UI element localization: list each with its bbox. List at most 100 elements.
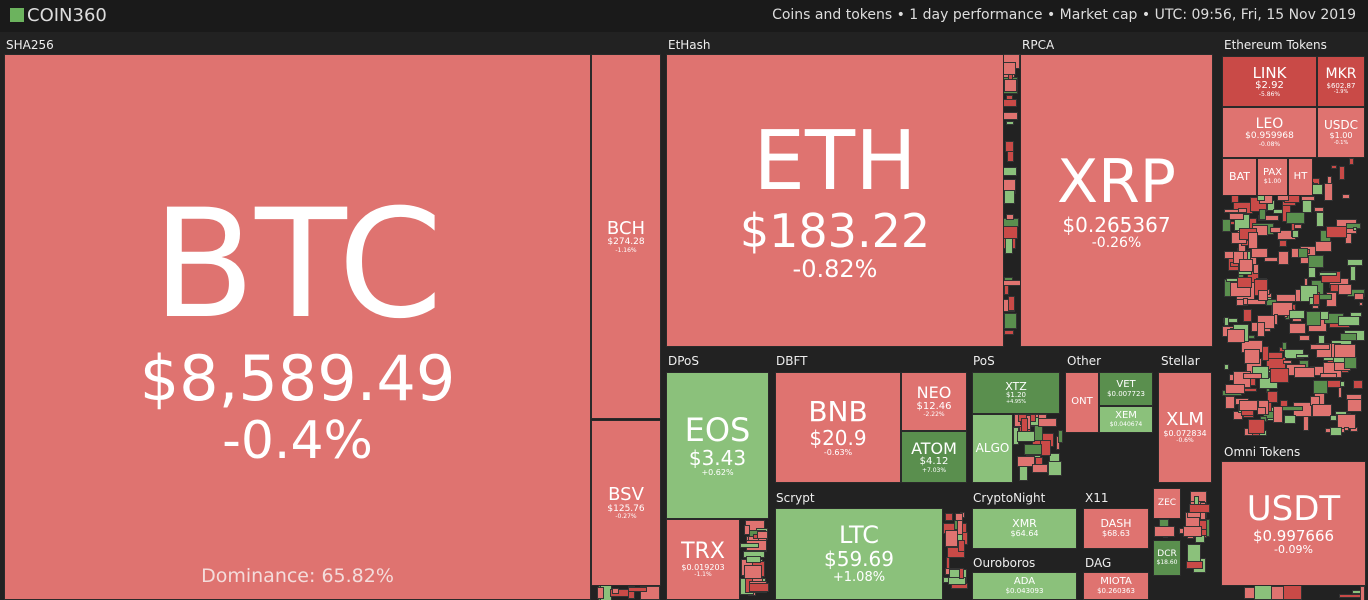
small-tile[interactable]: [1337, 283, 1352, 296]
coin-tile[interactable]: LEO $0.959968 -0.08%: [1222, 107, 1317, 158]
small-tile[interactable]: [749, 583, 769, 593]
small-tile[interactable]: [1188, 503, 1211, 514]
coin-tile[interactable]: VET $0.007723: [1099, 372, 1153, 406]
small-tile[interactable]: [1360, 585, 1365, 600]
small-tile[interactable]: [1282, 584, 1302, 600]
small-tile[interactable]: [744, 524, 750, 536]
small-tile[interactable]: [1261, 345, 1270, 362]
small-tile[interactable]: [1257, 406, 1266, 415]
small-tile[interactable]: [1187, 543, 1201, 562]
small-tile[interactable]: [1264, 257, 1279, 262]
small-tile[interactable]: [1037, 417, 1058, 427]
coin-tile[interactable]: PAX $1.00: [1257, 158, 1288, 196]
small-tile[interactable]: [945, 512, 954, 522]
small-tile[interactable]: [1295, 353, 1309, 359]
small-tile[interactable]: [1002, 279, 1021, 286]
small-tile[interactable]: [1021, 417, 1028, 433]
small-tile[interactable]: [1224, 384, 1245, 395]
small-tile[interactable]: [1306, 311, 1322, 326]
small-tile[interactable]: [1223, 364, 1230, 370]
small-tile[interactable]: [1154, 525, 1176, 538]
coin-tile[interactable]: DCR $18.60: [1153, 540, 1181, 576]
small-tile[interactable]: [1250, 248, 1268, 259]
small-tile[interactable]: [1004, 189, 1015, 205]
small-tile[interactable]: [1343, 426, 1350, 432]
small-tile[interactable]: [1302, 416, 1310, 431]
small-tile[interactable]: [958, 539, 965, 553]
coin-tile[interactable]: XMR $64.64: [972, 508, 1077, 549]
small-tile[interactable]: [945, 556, 951, 569]
small-tile[interactable]: [1334, 410, 1347, 415]
coin-tile[interactable]: MKR $602.87 -1.9%: [1317, 56, 1365, 107]
small-tile[interactable]: [1320, 372, 1338, 379]
small-tile[interactable]: [1244, 388, 1257, 393]
coin-tile[interactable]: USDT $0.997666 -0.09%: [1221, 461, 1366, 586]
coin-tile[interactable]: BAT: [1222, 158, 1257, 196]
coin-tile[interactable]: TRX $0.019203 -1.1%: [666, 519, 740, 600]
small-tile[interactable]: [1236, 277, 1252, 289]
small-tile[interactable]: [1005, 237, 1013, 254]
small-tile[interactable]: [745, 555, 762, 564]
small-tile[interactable]: [1005, 214, 1015, 221]
small-tile[interactable]: [1321, 271, 1341, 283]
small-tile[interactable]: [1247, 419, 1265, 435]
small-tile[interactable]: [954, 520, 959, 530]
small-tile[interactable]: [1353, 293, 1365, 300]
small-tile[interactable]: [1023, 443, 1042, 456]
small-tile[interactable]: [596, 587, 605, 600]
small-tile[interactable]: [1339, 165, 1346, 180]
coin-tile[interactable]: MIOTA $0.260363: [1083, 572, 1149, 600]
small-tile[interactable]: [1048, 461, 1063, 477]
small-tile[interactable]: [1339, 593, 1361, 599]
small-tile[interactable]: [1314, 206, 1325, 213]
small-tile[interactable]: [946, 546, 966, 558]
small-tile[interactable]: [1292, 230, 1299, 238]
small-tile[interactable]: [1273, 405, 1284, 423]
small-tile[interactable]: [1057, 429, 1063, 444]
coin-tile[interactable]: LINK $2.92 -5.86%: [1222, 56, 1317, 107]
coin-tile[interactable]: XEM $0.040674: [1099, 406, 1153, 433]
small-tile[interactable]: [1269, 367, 1290, 384]
small-tile[interactable]: [1223, 316, 1230, 327]
small-tile[interactable]: [1229, 213, 1244, 220]
small-tile[interactable]: [1358, 301, 1364, 307]
small-tile[interactable]: [1006, 151, 1015, 163]
small-tile[interactable]: [948, 576, 966, 586]
small-tile[interactable]: [1278, 251, 1290, 265]
coin-tile[interactable]: XRP $0.265367 -0.26%: [1020, 54, 1213, 347]
small-tile[interactable]: [1032, 463, 1049, 473]
coin-tile[interactable]: EOS $3.43 +0.62%: [666, 372, 769, 519]
small-tile[interactable]: [1352, 380, 1363, 390]
small-tile[interactable]: [1003, 313, 1017, 329]
small-tile[interactable]: [1233, 251, 1244, 264]
small-tile[interactable]: [1034, 424, 1044, 442]
small-tile[interactable]: [1326, 226, 1347, 238]
small-tile[interactable]: [1352, 226, 1358, 231]
small-tile[interactable]: [1243, 372, 1263, 380]
small-tile[interactable]: [1278, 239, 1287, 247]
small-tile[interactable]: [1005, 121, 1014, 126]
small-tile[interactable]: [740, 542, 760, 548]
small-tile[interactable]: [1267, 390, 1278, 403]
small-tile[interactable]: [1239, 259, 1253, 272]
small-tile[interactable]: [1309, 344, 1331, 350]
small-tile[interactable]: [1016, 455, 1035, 468]
coin-tile[interactable]: ZEC: [1153, 488, 1181, 519]
small-tile[interactable]: [1286, 212, 1306, 224]
small-tile[interactable]: [1004, 330, 1014, 335]
small-tile[interactable]: [1258, 214, 1280, 221]
small-tile[interactable]: [1244, 349, 1260, 364]
small-tile[interactable]: [1269, 227, 1281, 234]
small-tile[interactable]: [1294, 367, 1316, 379]
small-tile[interactable]: [1349, 158, 1354, 166]
small-tile[interactable]: [1003, 79, 1017, 92]
small-tile[interactable]: [1346, 394, 1363, 400]
small-tile[interactable]: [1331, 164, 1338, 170]
small-tile[interactable]: [1281, 405, 1303, 411]
small-tile[interactable]: [1226, 329, 1245, 344]
coin-tile[interactable]: XLM $0.072834 -0.6%: [1158, 372, 1212, 483]
coin-tile[interactable]: BNB $20.9 -0.63%: [775, 372, 901, 483]
small-tile[interactable]: [1349, 265, 1356, 281]
small-tile[interactable]: [1323, 183, 1334, 201]
small-tile[interactable]: [1283, 414, 1297, 425]
